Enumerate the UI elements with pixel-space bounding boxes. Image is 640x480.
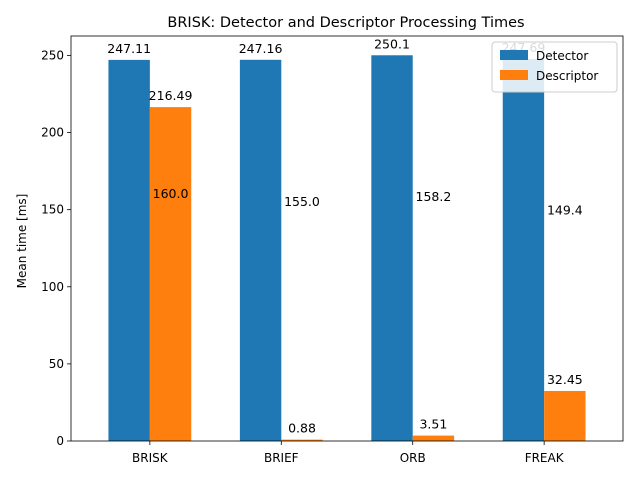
bar-value-label: 3.51 (419, 417, 447, 432)
legend-label-detector: Detector (536, 49, 588, 63)
axes-frame (70, 35, 624, 442)
bar-detector-brisk (108, 59, 150, 441)
chart-title: BRISK: Detector and Descriptor Processin… (167, 15, 524, 31)
bar-value-label: 250.1 (374, 36, 410, 51)
annotation-label: 149.4 (547, 203, 583, 218)
bar-value-label: 216.49 (149, 88, 193, 103)
y-tick-label: 0 (56, 434, 64, 448)
y-tick-label: 50 (49, 357, 64, 371)
bar-descriptor-brisk (149, 107, 192, 442)
y-axis-label: Mean time [ms] (15, 194, 29, 289)
bar-value-label: 247.11 (107, 41, 151, 56)
bar-value-label: 247.16 (239, 41, 283, 56)
bar-value-label: 0.88 (288, 421, 316, 436)
plot-area: 0 50 100 150 200 250 247.11 216.49 BRISK 160.0 247… (41, 35, 624, 465)
y-tick-label: 100 (41, 280, 64, 294)
y-tick-label: 200 (41, 126, 64, 140)
x-tick-label: FREAK (525, 451, 565, 465)
legend-swatch-detector (500, 50, 528, 60)
annotation-label: 155.0 (284, 194, 320, 209)
bar-value-label: 32.45 (547, 372, 583, 387)
bar-detector-orb (371, 55, 413, 441)
legend-swatch-descriptor (500, 70, 528, 80)
annotation-label: 160.0 (153, 186, 189, 201)
x-tick-label: BRIEF (264, 451, 299, 465)
annotation-label: 158.2 (416, 189, 452, 204)
bar-descriptor-freak (544, 390, 586, 441)
x-tick-label: BRISK (132, 451, 169, 465)
y-tick-label: 250 (41, 48, 64, 62)
bar-descriptor-brief (281, 439, 323, 441)
bar-detector-freak (502, 58, 545, 441)
bar-detector-brief (239, 59, 282, 441)
bar-descriptor-orb (412, 435, 455, 441)
legend: Detector Descriptor (491, 41, 618, 93)
y-tick-label: 150 (41, 203, 64, 217)
legend-label-descriptor: Descriptor (536, 69, 598, 83)
x-tick-label: ORB (400, 451, 426, 465)
